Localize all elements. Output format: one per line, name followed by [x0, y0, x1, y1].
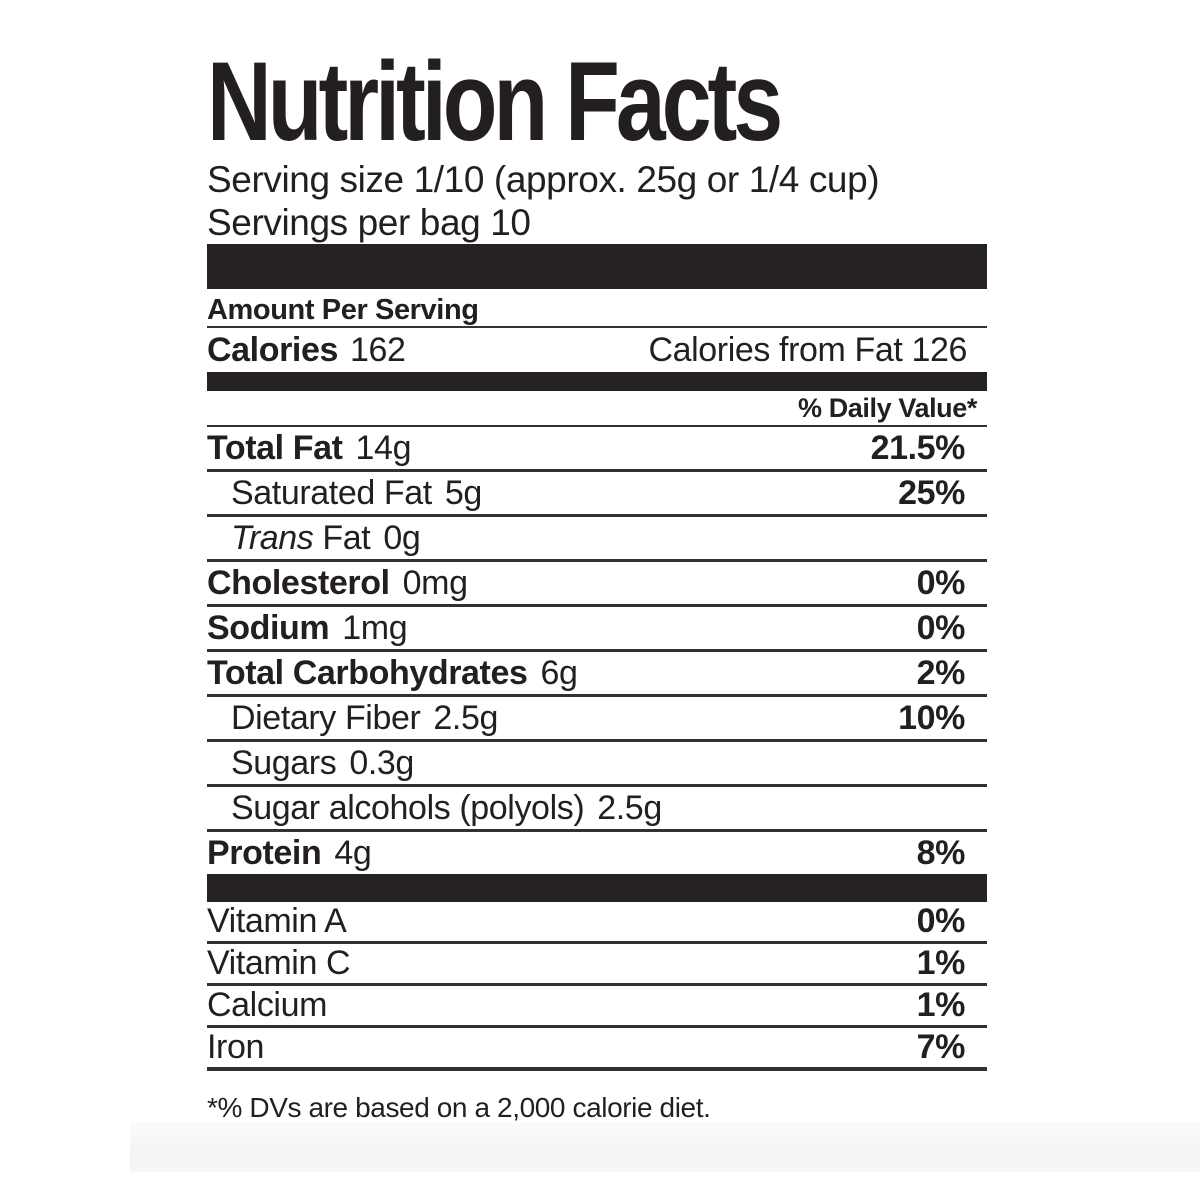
nutrient-dv: 0%	[916, 608, 966, 647]
label-title: Nutrition Facts	[207, 39, 783, 164]
nutrient-amount: 0.3g	[349, 743, 414, 782]
micronutrient-name: Iron	[207, 1028, 264, 1066]
nutrient-name-italic: Trans	[231, 518, 314, 557]
micronutrient-row-vitamin-a: Vitamin A 0%	[207, 902, 987, 944]
nutrient-name: Total Carbohydrates	[207, 653, 528, 692]
calories-row: Calories 162 Calories from Fat 126	[207, 328, 987, 372]
calories-value: 162	[349, 330, 406, 369]
nutrient-row-sugars: Sugars 0.3g	[207, 742, 987, 787]
nutrient-row-saturated-fat: Saturated Fat 5g 25%	[207, 472, 987, 517]
micronutrient-row-calcium: Calcium 1%	[207, 986, 987, 1028]
nutrient-dv: 21.5%	[870, 428, 966, 467]
nutrient-row-cholesterol: Cholesterol 0mg 0%	[207, 562, 987, 607]
nutrient-amount: 1mg	[342, 608, 408, 647]
nutrient-name: Sodium	[207, 608, 330, 647]
micronutrient-dv: 1%	[916, 944, 966, 982]
separator-bar-vitamins	[207, 874, 987, 902]
micronutrient-name: Vitamin A	[207, 902, 347, 940]
nutrient-dv: 0%	[916, 563, 966, 602]
micronutrient-name: Calcium	[207, 986, 328, 1024]
daily-value-header: % Daily Value*	[207, 391, 987, 427]
nutrient-row-total-fat: Total Fat 14g 21.5%	[207, 427, 987, 472]
nutrient-dv: 25%	[898, 473, 965, 512]
nutrient-name: Protein	[207, 833, 322, 872]
nutrient-amount: 14g	[355, 428, 412, 467]
daily-value-footnote: *% DVs are based on a 2,000 calorie diet…	[207, 1092, 711, 1123]
micronutrient-dv: 0%	[916, 902, 966, 940]
nutrient-row-trans-fat: Trans Fat 0g	[207, 517, 987, 562]
calories-label-group: Calories 162	[207, 331, 406, 370]
amount-per-serving-heading: Amount Per Serving	[207, 289, 987, 328]
serving-size-line: Serving size 1/10 (approx. 25g or 1/4 cu…	[207, 159, 880, 200]
nutrient-name: Sugar alcohols (polyols)	[231, 788, 585, 827]
micronutrient-row-iron: Iron 7%	[207, 1028, 987, 1071]
nutrient-amount: 2.5g	[433, 698, 498, 737]
nutrition-label: Nutrition Facts Serving size 1/10 (appro…	[207, 39, 987, 1123]
micronutrient-dv: 7%	[916, 1028, 966, 1066]
separator-bar-thick	[207, 244, 987, 289]
nutrient-name: Cholesterol	[207, 563, 390, 602]
nutrient-amount: 0mg	[402, 563, 468, 602]
nutrient-amount: 5g	[444, 473, 482, 512]
nutrient-name: Fat	[322, 518, 371, 557]
nutrient-dv: 10%	[898, 698, 965, 737]
nutrient-name: Total Fat	[207, 428, 343, 467]
nutrient-dv: 8%	[916, 833, 966, 872]
micronutrient-name: Vitamin C	[207, 944, 351, 982]
nutrient-amount: 4g	[334, 833, 372, 872]
nutrient-row-total-carbohydrates: Total Carbohydrates 6g 2%	[207, 652, 987, 697]
micronutrient-dv: 1%	[916, 986, 966, 1024]
nutrient-amount: 2.5g	[597, 788, 662, 827]
micronutrient-row-vitamin-c: Vitamin C 1%	[207, 944, 987, 986]
nutrient-name: Dietary Fiber	[231, 698, 421, 737]
nutrient-row-sodium: Sodium 1mg 0%	[207, 607, 987, 652]
nutrient-dv: 2%	[916, 653, 966, 692]
nutrient-amount: 0g	[383, 518, 421, 557]
nutrient-row-sugar-alcohols: Sugar alcohols (polyols) 2.5g	[207, 787, 987, 832]
label-bottom-shadow	[130, 1122, 1200, 1172]
nutrient-row-dietary-fiber: Dietary Fiber 2.5g 10%	[207, 697, 987, 742]
calories-from-fat: Calories from Fat 126	[648, 330, 967, 369]
nutrient-name: Sugars	[231, 743, 337, 782]
nutrient-amount: 6g	[540, 653, 578, 692]
calories-label: Calories	[207, 330, 338, 369]
nutrient-row-protein: Protein 4g 8%	[207, 832, 987, 874]
separator-bar-medium	[207, 372, 987, 391]
nutrient-name: Saturated Fat	[231, 473, 432, 512]
servings-per-bag-line: Servings per bag 10	[207, 202, 531, 243]
